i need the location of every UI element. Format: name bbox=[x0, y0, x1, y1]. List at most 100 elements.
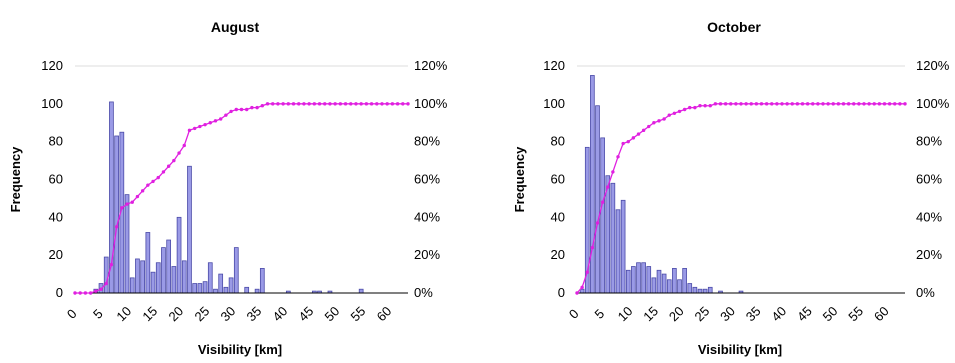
cumulative-point bbox=[187, 128, 192, 133]
cumulative-point bbox=[708, 104, 712, 108]
cumulative-point bbox=[749, 102, 753, 106]
frequency-bar bbox=[176, 216, 182, 294]
cumulative-point bbox=[846, 102, 851, 106]
cumulative-point bbox=[600, 200, 605, 204]
frequency-bar bbox=[605, 175, 611, 294]
cumulative-point bbox=[852, 102, 856, 106]
frequency-bar bbox=[233, 247, 239, 294]
x-tick-label: 50 bbox=[820, 303, 841, 324]
frequency-bar bbox=[661, 273, 667, 294]
cumulative-point bbox=[78, 291, 82, 295]
cumulative-point bbox=[125, 202, 129, 206]
cumulative-point bbox=[151, 179, 155, 184]
cumulative-point bbox=[328, 102, 332, 106]
cumulative-point bbox=[831, 102, 835, 106]
x-tick-label: 25 bbox=[191, 303, 212, 324]
x-tick-label: 0 bbox=[64, 306, 80, 322]
frequency-bar bbox=[692, 286, 698, 294]
frequency-bar bbox=[641, 262, 646, 294]
cumulative-point bbox=[882, 102, 887, 106]
cumulative-point bbox=[893, 102, 897, 106]
cumulative-point bbox=[887, 102, 892, 106]
frequency-bar bbox=[600, 137, 605, 294]
y2-tick-label: 100% bbox=[916, 96, 950, 111]
cumulative-point bbox=[652, 121, 656, 125]
cumulative-line bbox=[576, 103, 905, 294]
cumulative-point bbox=[312, 102, 317, 106]
cumulative-point bbox=[770, 102, 774, 106]
y2-tick-label: 40% bbox=[414, 209, 440, 224]
cumulative-point bbox=[375, 102, 379, 106]
frequency-bar bbox=[197, 283, 203, 294]
cumulative-point bbox=[872, 102, 876, 106]
cumulative-point bbox=[647, 124, 651, 129]
x-tick-label: 25 bbox=[692, 303, 713, 324]
frequency-bar bbox=[223, 286, 229, 294]
cumulative-point bbox=[224, 113, 228, 117]
frequency-bar bbox=[358, 288, 364, 294]
frequency-bar bbox=[135, 258, 140, 294]
cumulative-point bbox=[94, 289, 98, 293]
y2-tick-label: 120% bbox=[414, 58, 448, 73]
cumulative-point bbox=[723, 102, 728, 106]
cumulative-point bbox=[338, 102, 343, 106]
y2-tick-label: 80% bbox=[414, 134, 440, 149]
chart-title: October bbox=[707, 19, 761, 35]
frequency-bar bbox=[610, 182, 616, 294]
y2-tick-label: 20% bbox=[916, 247, 942, 262]
cumulative-point bbox=[208, 121, 212, 125]
cumulative-point bbox=[130, 200, 134, 204]
frequency-bar bbox=[707, 286, 713, 294]
frequency-bar bbox=[620, 199, 626, 294]
frequency-bar bbox=[129, 277, 135, 294]
cumulative-point bbox=[672, 111, 677, 115]
cumulative-point bbox=[333, 102, 337, 106]
cumulative-point bbox=[898, 102, 902, 106]
cumulative-point bbox=[390, 102, 395, 106]
y2-tick-label: 100% bbox=[414, 96, 448, 111]
cumulative-point bbox=[380, 102, 384, 106]
cumulative-point bbox=[172, 158, 176, 163]
cumulative-point bbox=[146, 183, 150, 187]
cumulative-point bbox=[317, 102, 322, 106]
cumulative-point bbox=[811, 102, 815, 106]
cumulative-point bbox=[114, 225, 119, 229]
cumulative-point bbox=[401, 102, 405, 106]
frequency-bar bbox=[631, 266, 636, 294]
x-tick-label: 30 bbox=[217, 303, 238, 324]
x-tick-label: 0 bbox=[566, 306, 582, 322]
cumulative-point bbox=[234, 107, 238, 112]
frequency-bar bbox=[181, 260, 187, 294]
frequency-bar bbox=[666, 279, 672, 294]
cumulative-point bbox=[245, 107, 249, 112]
frequency-bar bbox=[656, 269, 662, 294]
x-tick-label: 55 bbox=[348, 303, 369, 324]
cumulative-point bbox=[286, 102, 291, 106]
cumulative-point bbox=[271, 102, 275, 106]
x-tick-label: 10 bbox=[113, 303, 134, 324]
cumulative-point bbox=[281, 102, 285, 106]
cumulative-point bbox=[385, 102, 389, 106]
cumulative-point bbox=[713, 102, 718, 106]
x-tick-label: 40 bbox=[270, 303, 291, 324]
cumulative-point bbox=[795, 102, 800, 106]
cumulative-point bbox=[718, 102, 723, 106]
frequency-bar bbox=[171, 266, 177, 294]
frequency-bar bbox=[145, 232, 151, 294]
y-tick-label: 20 bbox=[49, 247, 63, 262]
cumulative-point bbox=[734, 102, 738, 106]
cumulative-point bbox=[192, 126, 197, 131]
cumulative-point bbox=[291, 102, 296, 106]
frequency-bar bbox=[228, 277, 234, 294]
x-tick-label: 40 bbox=[768, 303, 789, 324]
cumulative-point bbox=[606, 185, 610, 189]
y2-tick-label: 0% bbox=[414, 285, 433, 300]
cumulative-point bbox=[276, 102, 280, 106]
cumulative-point bbox=[729, 102, 733, 106]
x-axis-label: Visibility [km] bbox=[698, 342, 782, 357]
frequency-bar bbox=[213, 288, 218, 294]
cumulative-point bbox=[590, 245, 595, 250]
cumulative-point bbox=[693, 105, 697, 110]
